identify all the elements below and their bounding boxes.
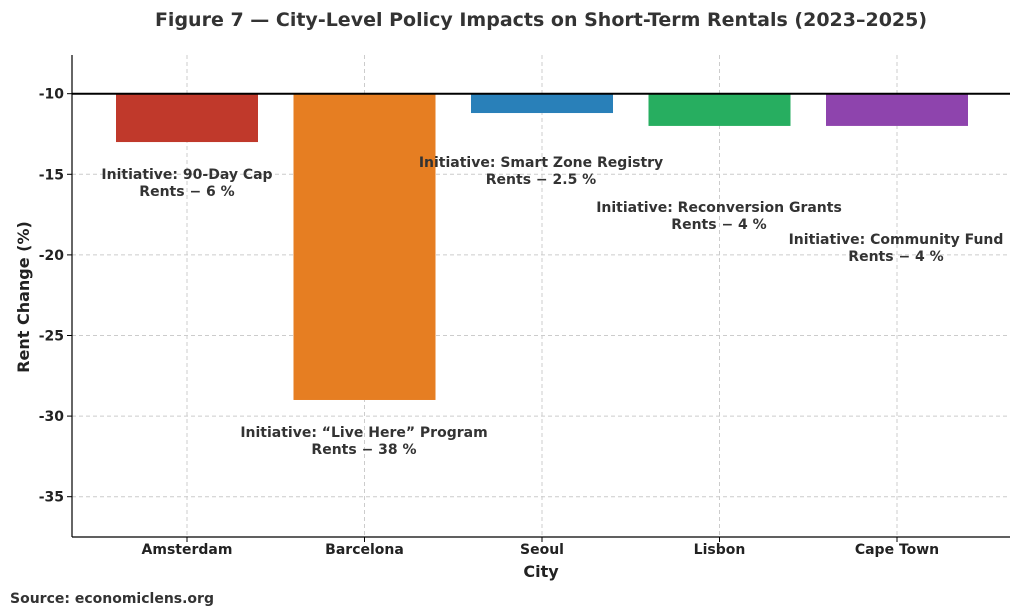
annotation-initiative: Initiative: Reconversion Grants: [596, 200, 842, 216]
y-tick-label: -10: [39, 87, 65, 103]
y-tick-label: -25: [39, 328, 64, 344]
bar: [471, 93, 613, 114]
annotation-rent-change: Rents − 6 %: [139, 184, 234, 200]
bar: [293, 93, 436, 400]
y-tick-label: -35: [39, 490, 64, 506]
annotation-rent-change: Rents − 4 %: [848, 249, 943, 265]
source-note: Source: economiclens.org: [10, 591, 214, 607]
y-tick-label: -15: [39, 167, 64, 183]
x-tick-label: Barcelona: [325, 542, 404, 558]
bars-layer: [116, 93, 968, 400]
y-tick-label: -20: [39, 248, 65, 264]
x-tick-label: Cape Town: [855, 542, 939, 558]
axes-layer: [71, 55, 1010, 538]
bar: [826, 93, 968, 126]
y-axis-label: Rent Change (%): [14, 221, 33, 373]
annotation-initiative: Initiative: “Live Here” Program: [240, 425, 487, 441]
chart-title: Figure 7 — City-Level Policy Impacts on …: [155, 9, 927, 31]
annotation-initiative: Initiative: Community Fund: [789, 232, 1004, 248]
x-axis-label: City: [523, 562, 559, 581]
annotation-rent-change: Rents − 4 %: [671, 217, 766, 233]
y-tick-label: -30: [39, 409, 65, 425]
x-tick-label: Amsterdam: [142, 542, 233, 558]
annotation-initiative: Initiative: Smart Zone Registry: [419, 155, 663, 171]
annotation-rent-change: Rents − 2.5 %: [486, 172, 596, 188]
ticks-layer: -10 -15 -20 -25 -30 -35 Amsterdam Barcelona Seou…: [39, 87, 939, 558]
bar: [648, 93, 791, 126]
annotation-rent-change: Rents − 38 %: [311, 442, 416, 458]
x-tick-label: Lisbon: [694, 542, 746, 558]
x-tick-label: Seoul: [520, 542, 564, 558]
annotation-initiative: Initiative: 90-Day Cap: [101, 167, 272, 183]
bar: [116, 93, 258, 143]
